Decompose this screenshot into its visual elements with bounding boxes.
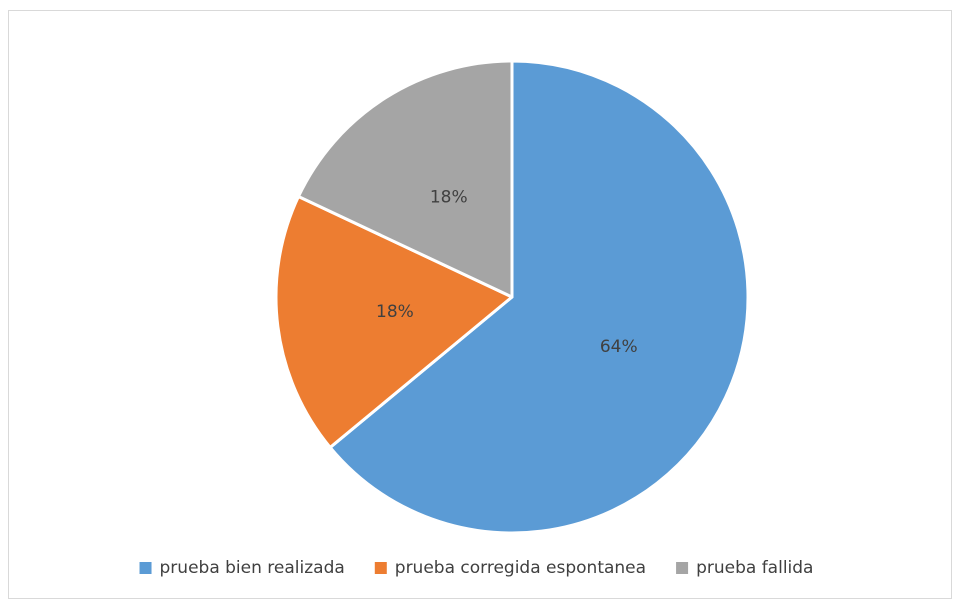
pie	[274, 59, 750, 535]
data-label: 18%	[376, 302, 414, 322]
legend: prueba bien realizada prueba corregida es…	[139, 558, 813, 578]
legend-swatch	[139, 562, 152, 574]
pie-slice	[296, 59, 514, 299]
legend-label: prueba fallida	[696, 558, 813, 578]
data-label: 64%	[600, 337, 638, 357]
legend-swatch	[676, 562, 689, 574]
legend-swatch	[374, 562, 387, 574]
legend-label: prueba bien realizada	[160, 558, 345, 578]
data-label: 18%	[430, 187, 468, 207]
pie-slice	[328, 59, 750, 535]
legend-label: prueba corregida espontanea	[395, 558, 646, 578]
pie-slice	[274, 195, 514, 449]
data-labels: 64% 18% 18%	[376, 187, 638, 357]
